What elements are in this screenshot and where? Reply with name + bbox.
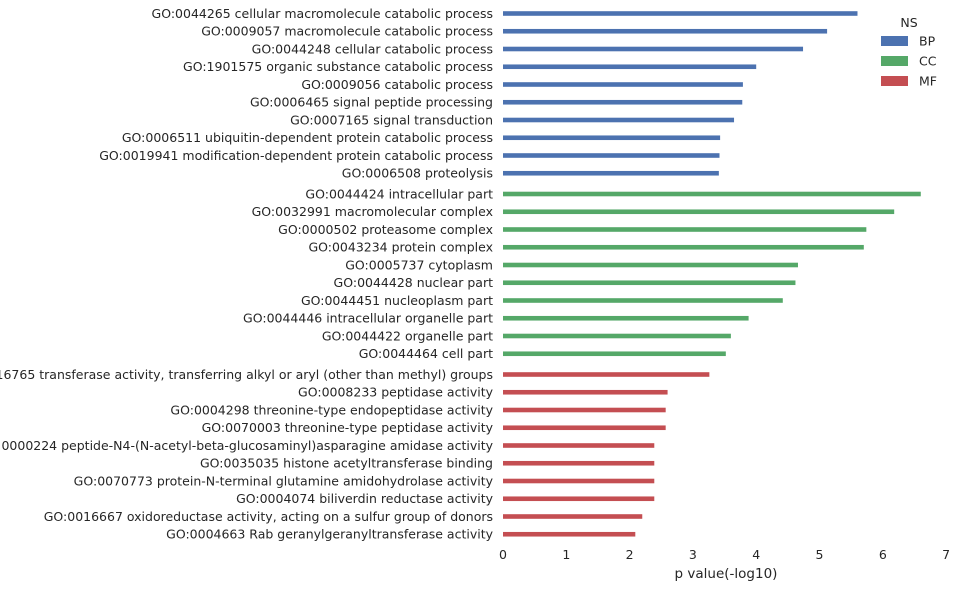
- legend-title: NS: [900, 15, 917, 30]
- legend: NS BP CC MF: [881, 15, 937, 89]
- legend-swatch-bp: [881, 36, 908, 46]
- legend-swatch-mf: [881, 76, 908, 86]
- category-label: GO:0044248 cellular catabolic process: [252, 41, 493, 56]
- x-tick-label: 7: [942, 547, 950, 562]
- category-label: GO:0044451 nucleoplasm part: [301, 293, 493, 308]
- x-axis-ticks-group: 0 1 2 3 4 5 6 7: [499, 547, 950, 562]
- category-label: GO:0016765 transferase activity, transfe…: [0, 367, 493, 382]
- category-label: GO:1901575 organic substance catabolic p…: [183, 59, 493, 74]
- bar-cc: [503, 209, 895, 215]
- bar-mf: [503, 407, 666, 413]
- bar-cc: [503, 244, 864, 250]
- bars-group: [503, 11, 921, 537]
- bar-mf: [503, 478, 655, 484]
- category-label: GO:0005737 cytoplasm: [345, 257, 493, 272]
- bar-bp: [503, 99, 743, 105]
- x-tick-label: 0: [499, 547, 507, 562]
- category-labels-group: GO:0044265 cellular macromolecule catabo…: [0, 6, 494, 542]
- bar-bp: [503, 170, 719, 176]
- legend-label-cc: CC: [919, 54, 937, 69]
- category-label: GO:0043234 protein complex: [308, 240, 493, 255]
- bar-cc: [503, 315, 749, 321]
- x-tick-label: 3: [689, 547, 697, 562]
- x-tick-label: 6: [879, 547, 887, 562]
- x-tick-label: 2: [626, 547, 634, 562]
- category-label: GO:0009057 macromolecule catabolic proce…: [201, 24, 493, 39]
- category-label: GO:0070773 protein-N-terminal glutamine …: [74, 473, 494, 488]
- x-tick-label: 4: [752, 547, 760, 562]
- bar-mf: [503, 514, 643, 519]
- bar-mf: [503, 425, 666, 431]
- category-label: GO:0004298 threonine-type endopeptidase …: [170, 402, 493, 417]
- bar-mf: [503, 372, 710, 377]
- x-tick-label: 1: [562, 547, 570, 562]
- bar-cc: [503, 298, 783, 303]
- category-label: GO:0035035 histone acetyltransferase bin…: [200, 456, 493, 471]
- bar-bp: [503, 11, 858, 16]
- category-label: GO:0032991 macromolecular complex: [252, 204, 493, 219]
- category-label: GO:0009056 catabolic process: [301, 77, 493, 92]
- category-label: GO:0016667 oxidoreductase activity, acti…: [44, 509, 493, 524]
- category-label: GO:0000502 proteasome complex: [278, 222, 493, 237]
- category-label: GO:0044265 cellular macromolecule catabo…: [152, 6, 493, 21]
- category-label: GO:0044464 cell part: [359, 346, 493, 361]
- bar-bp: [503, 153, 720, 158]
- category-label: GO:0006508 proteolysis: [342, 166, 493, 181]
- bar-mf: [503, 389, 668, 395]
- bar-cc: [503, 262, 798, 268]
- category-label: GO:0070003 threonine-type peptidase acti…: [202, 420, 494, 435]
- bar-cc: [503, 191, 921, 197]
- x-axis-title: p value(-log10): [675, 566, 778, 582]
- legend-label-bp: BP: [919, 34, 936, 49]
- bar-bp: [503, 46, 804, 52]
- category-label: GO:0000224 peptide-N4-(N-acetyl-beta-glu…: [0, 438, 494, 453]
- bar-cc: [503, 333, 731, 339]
- bar-bp: [503, 28, 828, 34]
- category-label: GO:0006511 ubiquitin-dependent protein c…: [122, 130, 493, 145]
- bar-bp: [503, 117, 735, 123]
- bar-bp: [503, 82, 743, 87]
- category-label: GO:0004663 Rab geranylgeranyltransferase…: [166, 527, 493, 542]
- category-label: GO:0019941 modification-dependent protei…: [99, 148, 493, 163]
- bar-bp: [503, 64, 757, 70]
- category-label: GO:0044428 nuclear part: [334, 275, 494, 290]
- bar-mf: [503, 531, 636, 537]
- x-tick-label: 5: [816, 547, 824, 562]
- bar-cc: [503, 351, 726, 357]
- legend-label-mf: MF: [919, 74, 937, 89]
- bar-mf: [503, 443, 655, 448]
- category-label: GO:0007165 signal transduction: [290, 112, 493, 127]
- bar-bp: [503, 135, 721, 141]
- category-label: GO:0008233 peptidase activity: [298, 385, 494, 400]
- bar-mf: [503, 496, 655, 502]
- legend-swatch-cc: [881, 56, 908, 66]
- category-label: GO:0044446 intracellular organelle part: [243, 311, 493, 326]
- bar-mf: [503, 460, 655, 466]
- bar-cc: [503, 280, 796, 286]
- category-label: GO:0044422 organelle part: [322, 328, 493, 343]
- category-label: GO:0004074 biliverdin reductase activity: [236, 491, 494, 506]
- category-label: GO:0044424 intracellular part: [305, 186, 493, 201]
- bar-cc: [503, 227, 867, 232]
- category-label: GO:0006465 signal peptide processing: [250, 95, 493, 110]
